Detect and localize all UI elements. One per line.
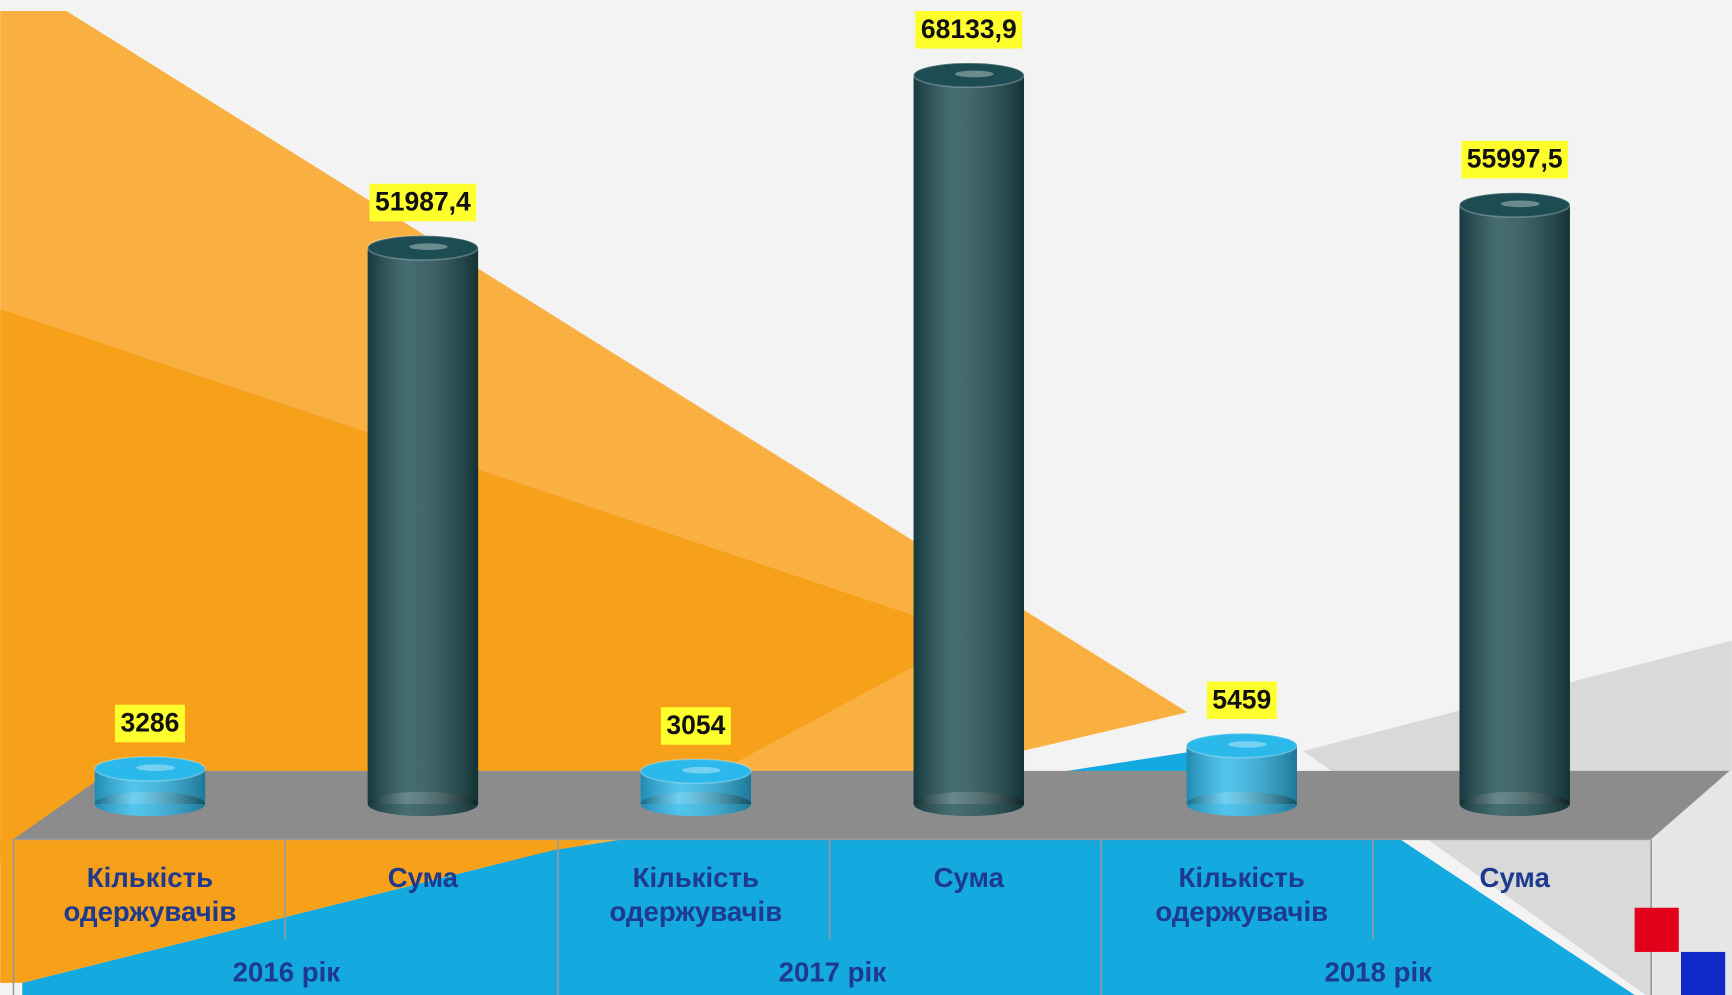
category-label-box: Сума bbox=[933, 862, 1004, 894]
cylinder-bottom-shade bbox=[913, 791, 1025, 817]
category-label-box: Кількість одержувачів bbox=[63, 862, 237, 928]
cylinder-highlight bbox=[682, 766, 721, 774]
cylinder-top bbox=[1185, 732, 1298, 759]
category-label-box: Кількість одержувачів bbox=[1155, 862, 1329, 928]
category-label: Кількість одержувачів bbox=[1155, 862, 1329, 928]
year-label: 2018 рік bbox=[1324, 957, 1432, 989]
cylinder-highlight bbox=[409, 243, 448, 251]
cylinder-highlight bbox=[1500, 200, 1540, 208]
value-label-box bbox=[915, 11, 1023, 49]
cylinder bbox=[93, 755, 206, 817]
category-label: Сума bbox=[1479, 862, 1550, 894]
year-label: 2016 рік bbox=[232, 957, 341, 989]
value-label-box bbox=[1461, 140, 1569, 179]
cylinder-highlight bbox=[954, 70, 994, 78]
cylinder-bottom-shade bbox=[640, 791, 752, 817]
cylinder bbox=[912, 62, 1025, 817]
category-label-box: Сума bbox=[1479, 862, 1550, 894]
cylinder-top bbox=[366, 234, 479, 261]
category-label-box: Сума bbox=[387, 862, 459, 894]
value-label: 55997,5 bbox=[1467, 144, 1563, 174]
cylinder-bottom-shade bbox=[1186, 791, 1297, 817]
cylinder-shade bbox=[913, 75, 1025, 804]
value-label-box bbox=[1206, 681, 1277, 720]
value-label: 3054 bbox=[666, 710, 725, 740]
cylinder bbox=[1185, 732, 1298, 817]
cylinder-shade bbox=[367, 247, 479, 804]
cylinder bbox=[639, 758, 752, 817]
value-label: 68133,9 bbox=[921, 14, 1017, 44]
category-label: Сума bbox=[387, 862, 459, 894]
cylinder-highlight bbox=[136, 764, 175, 772]
cylinder-bottom-shade bbox=[367, 791, 479, 817]
orange-front bbox=[0, 839, 553, 983]
category-label: Сума bbox=[933, 862, 1004, 894]
cylinder-bottom-shade bbox=[1459, 791, 1570, 817]
value-label-box bbox=[369, 183, 477, 222]
value-label-box bbox=[114, 704, 185, 743]
cylinder-top bbox=[1458, 191, 1571, 218]
year-label-box: 2016 рік bbox=[232, 957, 341, 989]
cylinder bbox=[1458, 191, 1571, 817]
value-label-box bbox=[660, 707, 731, 745]
category-label: Кількість одержувачів bbox=[63, 862, 237, 928]
cylinder bbox=[366, 234, 479, 817]
cylinder-bottom-shade bbox=[94, 791, 206, 817]
value-label: 5459 bbox=[1212, 684, 1271, 714]
year-label-box: 2018 рік bbox=[1324, 957, 1432, 989]
value-label: 3286 bbox=[120, 708, 179, 738]
year-label: 2017 рік bbox=[778, 957, 887, 989]
logo-red bbox=[1634, 907, 1679, 952]
cylinder-highlight bbox=[1227, 741, 1267, 748]
value-label: 51987,4 bbox=[375, 187, 471, 217]
cylinder-top bbox=[639, 758, 752, 785]
cylinder-shade bbox=[1459, 204, 1570, 804]
year-label-box: 2017 рік bbox=[778, 957, 887, 989]
cylinder-top bbox=[93, 755, 206, 782]
category-label-box: Кількість одержувачів bbox=[609, 862, 783, 928]
logo-blue bbox=[1680, 951, 1726, 995]
cylinder-top bbox=[912, 62, 1025, 89]
category-label: Кількість одержувачів bbox=[609, 862, 783, 928]
